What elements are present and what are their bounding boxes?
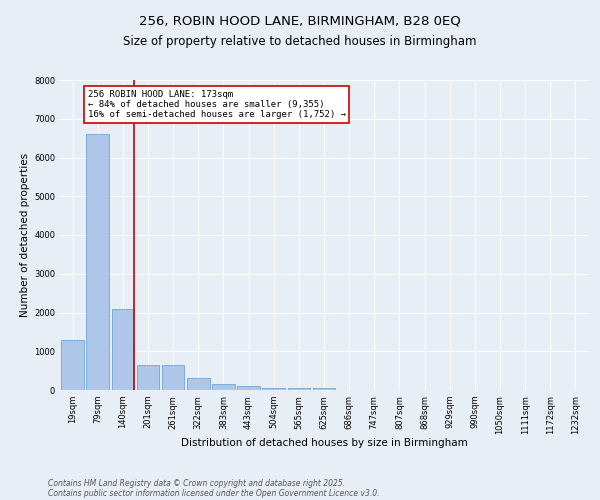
Bar (187, 378, 209, 390)
Bar (137, 365, 160, 390)
Bar (313, 388, 335, 390)
Bar (262, 388, 285, 390)
Bar (61, 340, 84, 390)
Text: 256 ROBIN HOOD LANE: 173sqm
← 84% of detached houses are smaller (9,355)
16% of : 256 ROBIN HOOD LANE: 173sqm ← 84% of det… (88, 90, 346, 120)
Bar (162, 365, 184, 390)
Bar (237, 386, 260, 390)
Bar (112, 308, 134, 390)
Bar (86, 134, 109, 390)
Text: Size of property relative to detached houses in Birmingham: Size of property relative to detached ho… (123, 35, 477, 48)
Text: 256, ROBIN HOOD LANE, BIRMINGHAM, B28 0EQ: 256, ROBIN HOOD LANE, BIRMINGHAM, B28 0E… (139, 15, 461, 28)
Y-axis label: Number of detached properties: Number of detached properties (20, 153, 30, 317)
Bar (287, 388, 310, 390)
Bar (212, 384, 235, 390)
Text: Contains HM Land Registry data © Crown copyright and database right 2025.: Contains HM Land Registry data © Crown c… (48, 478, 345, 488)
Text: Contains public sector information licensed under the Open Government Licence v3: Contains public sector information licen… (48, 488, 380, 498)
X-axis label: Distribution of detached houses by size in Birmingham: Distribution of detached houses by size … (181, 438, 467, 448)
